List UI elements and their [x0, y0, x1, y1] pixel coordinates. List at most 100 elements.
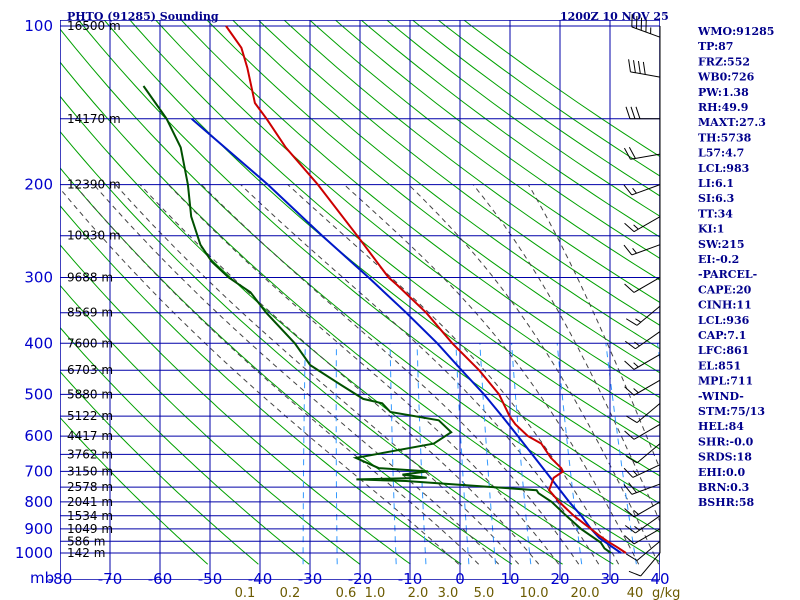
wind-barb [624, 277, 661, 293]
temperature-label: -30 [298, 570, 323, 588]
wind-barb-feather [642, 61, 646, 75]
mixing-ratio-line [335, 343, 338, 565]
index-srds: SRDS:18 [698, 451, 752, 464]
wind-barb-feather [624, 360, 635, 370]
height-label: 7600 m [67, 336, 113, 350]
mixing-ratio-label: 40 [627, 586, 644, 600]
mixing-ratio-label: 0.1 [235, 586, 256, 600]
index-lcl: LCL:936 [698, 314, 750, 327]
index-frz: FRZ:552 [698, 55, 750, 68]
pressure-label: 600 [24, 427, 53, 445]
mixing-ratio-line [479, 343, 496, 565]
moist-adiabat [472, 184, 660, 523]
mixing-ratio-label: 10.0 [520, 586, 549, 600]
index-section-header: -PARCEL- [698, 268, 757, 281]
height-label: 142 m [67, 546, 105, 560]
height-label: 14170 m [67, 112, 121, 126]
wind-barb [625, 402, 661, 424]
height-labels: 16500 m 14170 m 12390 m 10930 m 9688 m 8569 m… [67, 19, 121, 560]
wind-barb-staff [636, 443, 661, 464]
index-th: TH:5738 [698, 131, 752, 144]
wind-barb [623, 147, 661, 160]
height-label: 5122 m [67, 409, 113, 423]
index-tt: TT:34 [698, 207, 733, 220]
height-label: 6703 m [67, 363, 113, 377]
index-ki: KI:1 [698, 223, 724, 236]
moist-adiabat [527, 184, 660, 471]
moist-adiabat [93, 184, 500, 565]
index-el: EL:851 [698, 359, 741, 372]
chart-title: PHTO (91285) Sounding [67, 10, 219, 23]
mixing-ratio-label: 0.6 [336, 586, 357, 600]
wind-barb-half-feather [634, 525, 640, 531]
height-label: 8569 m [67, 306, 113, 320]
wind-barb [624, 501, 661, 518]
pressure-label: 700 [24, 462, 53, 480]
wind-barb-feather [623, 184, 633, 196]
index-hel: HEL:84 [698, 420, 744, 433]
mixing-ratio-line [556, 343, 583, 565]
height-label: 9688 m [67, 270, 113, 284]
wind-barb-half-feather [633, 362, 639, 368]
wind-barb-half-feather [633, 388, 639, 394]
wind-barb [624, 423, 661, 440]
wind-barb [624, 331, 661, 350]
index-cap: CAP:7.1 [698, 329, 746, 342]
wind-barb [625, 106, 660, 120]
index-l57: L57:4.7 [698, 147, 744, 160]
index-section-header: -WIND- [698, 390, 744, 403]
wind-barb-feather [628, 147, 636, 159]
index-pw: PW:1.38 [698, 86, 749, 99]
wind-barb [628, 59, 661, 78]
moist-adiabat [343, 184, 640, 565]
moist-adiabat [287, 184, 620, 565]
index-sw: SW:215 [698, 238, 745, 251]
wind-barb-feather [628, 59, 631, 72]
temperature-label: 0 [455, 570, 465, 588]
height-label: 3762 m [67, 447, 113, 461]
wind-barb-staff [633, 423, 661, 440]
index-ei: EI:-0.2 [698, 253, 739, 266]
index-li: LI:6.1 [698, 177, 734, 190]
height-label: 10930 m [67, 229, 121, 243]
dry-adiabat [60, 416, 209, 565]
index-wmo: WMO:91285 [697, 25, 774, 38]
index-ehi: EHI:0.0 [698, 466, 745, 479]
index-bshr: BSHR:58 [698, 496, 754, 509]
mixing-ratio-lines [302, 343, 660, 565]
index-si: SI:6.3 [698, 192, 734, 205]
dry-adiabat [60, 370, 259, 565]
height-label: 1049 m [67, 522, 113, 536]
temperature-label: 10 [500, 570, 519, 588]
wind-barb-feather [630, 106, 636, 119]
wind-barb-feather [625, 415, 638, 424]
pressure-label: 900 [24, 520, 53, 538]
temperature-label: 20 [550, 570, 569, 588]
mixing-ratio-label: 5.0 [474, 586, 495, 600]
wind-barb [623, 244, 661, 256]
index-mpl: MPL:711 [698, 375, 753, 388]
temperature-label: -70 [98, 570, 123, 588]
wind-barb [623, 482, 661, 495]
wind-barb-staff [633, 528, 661, 545]
index-cinh: CINH:11 [698, 299, 752, 312]
wind-barb [624, 515, 661, 534]
temperature-label: -50 [198, 570, 223, 588]
index-stm: STM:75/13 [698, 405, 765, 418]
pressure-unit: mb [30, 569, 54, 587]
mixing-ratio-label: 0.2 [280, 586, 301, 600]
temperature-label: 30 [600, 570, 619, 588]
wind-barb-half-feather [634, 341, 640, 347]
wind-barb-feather [625, 455, 638, 464]
wind-barb-half-feather [635, 318, 642, 323]
height-label: 4417 m [67, 429, 113, 443]
wind-barb-half-feather [633, 224, 639, 230]
index-brn: BRN:0.3 [698, 481, 749, 494]
wind-barb-feather [624, 386, 635, 396]
moist-adiabat [408, 184, 660, 565]
moist-adiabat [74, 184, 480, 565]
wind-barb [625, 305, 661, 326]
pressure-label: 500 [24, 385, 53, 403]
wind-barbs [623, 14, 661, 577]
